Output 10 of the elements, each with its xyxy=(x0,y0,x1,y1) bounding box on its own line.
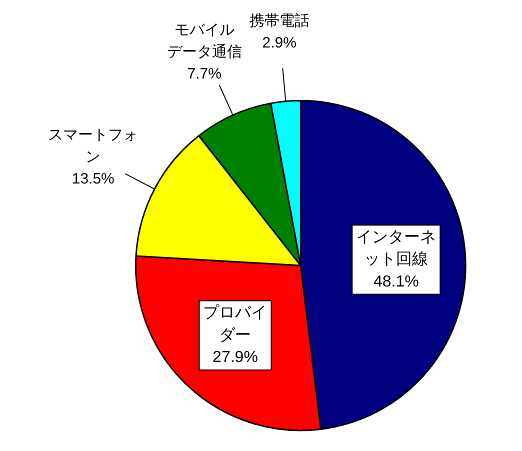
slice-label: モバイルデータ通信 xyxy=(166,21,242,60)
data-label: 27.9% xyxy=(212,348,258,366)
data-label: 13.5% xyxy=(72,170,114,188)
data-label: 48.1% xyxy=(373,273,419,290)
data-label: 7.7% xyxy=(187,66,222,83)
slice-label: プロバイダー xyxy=(203,304,268,344)
slice-label: スマートフォン xyxy=(48,126,138,166)
slice-label: インターネット回線 xyxy=(356,229,436,268)
data-label: 2.9% xyxy=(262,34,296,52)
slice-label: 携帯電話 xyxy=(249,12,310,30)
